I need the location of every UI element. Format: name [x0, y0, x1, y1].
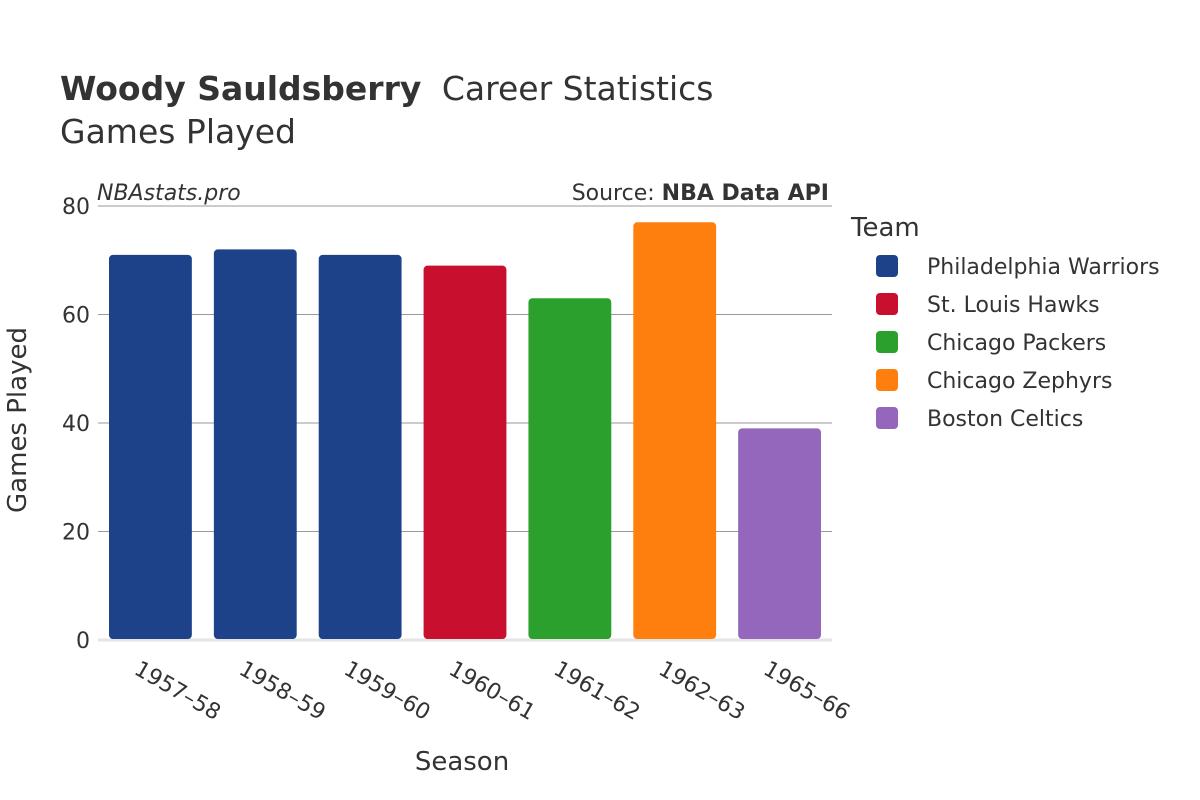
y-axis-label: Games Played — [3, 327, 33, 513]
legend-label[interactable]: St. Louis Hawks — [927, 293, 1100, 318]
x-axis-label: Season — [415, 747, 509, 777]
bar-1960–61[interactable] — [423, 265, 507, 639]
legend-label[interactable]: Boston Celtics — [927, 407, 1083, 432]
chart-title: Woody Sauldsberry Career Statistics — [60, 69, 713, 108]
source-name: NBA Data API — [662, 181, 829, 206]
x-tick-label: 1960–61 — [444, 657, 539, 726]
x-tick-label: 1962–63 — [654, 657, 749, 726]
watermark: NBAstats.pro — [97, 181, 241, 206]
x-tick-labels: 1957–58 1958–59 1959–60 1960–61 1961–62 1962–… — [130, 657, 854, 726]
legend-swatch[interactable] — [876, 331, 898, 353]
bar-1961–62[interactable] — [528, 298, 612, 639]
chart-title-rest: Career Statistics — [442, 69, 714, 108]
y-tick-label: 60 — [62, 304, 90, 329]
bars — [109, 222, 821, 639]
y-tick-label: 0 — [76, 629, 90, 654]
legend: Philadelphia Warriors St. Louis Hawks Chic… — [876, 255, 1160, 432]
bar-1959–60[interactable] — [318, 254, 402, 639]
legend-label[interactable]: Philadelphia Warriors — [927, 255, 1160, 280]
y-tick-label: 20 — [62, 521, 90, 546]
y-tick-label: 40 — [62, 412, 90, 437]
y-tick-label: 80 — [62, 195, 90, 220]
bar-1962–63[interactable] — [633, 222, 717, 639]
source-label: Source: NBA Data API — [572, 181, 829, 206]
y-tick-labels: 0 20 40 60 80 — [62, 195, 90, 654]
bar-1965–66[interactable] — [738, 428, 821, 639]
x-tick-label: 1957–58 — [130, 657, 225, 726]
legend-swatch[interactable] — [876, 369, 898, 391]
legend-label[interactable]: Chicago Packers — [927, 331, 1106, 356]
x-tick-label: 1958–59 — [235, 657, 330, 726]
chart-subtitle: Games Played — [60, 112, 296, 151]
legend-title: Team — [850, 213, 920, 243]
bar-1957–58[interactable] — [109, 254, 192, 639]
legend-swatch[interactable] — [876, 255, 898, 277]
x-tick-label: 1961–62 — [549, 657, 644, 726]
source-prefix: Source: — [572, 181, 662, 206]
chart-title-player: Woody Sauldsberry — [60, 69, 421, 108]
bar-1958–59[interactable] — [213, 249, 297, 639]
x-tick-label: 1965–66 — [759, 657, 854, 726]
legend-swatch[interactable] — [876, 293, 898, 315]
legend-label[interactable]: Chicago Zephyrs — [927, 369, 1112, 394]
x-tick-label: 1959–60 — [340, 657, 435, 726]
legend-swatch[interactable] — [876, 407, 898, 429]
